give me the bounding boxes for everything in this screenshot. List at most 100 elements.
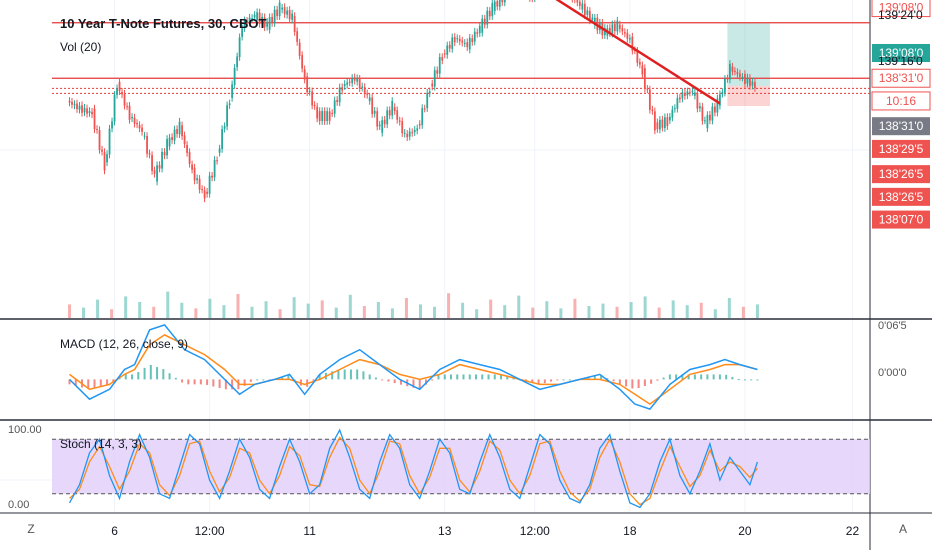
candle-body [613,23,616,32]
macd-histogram-bar [543,379,546,384]
candle-body [381,120,384,133]
candle-body [493,1,496,12]
price-label-box [871,91,931,111]
macd-histogram-bar [387,379,390,382]
candle-body [451,37,454,49]
macd-histogram-bar [99,379,102,387]
macd-histogram-bar [562,379,565,381]
chart-title: 10 Year T-Note Futures, 30, CBOT [60,16,266,31]
price-label-box [872,117,930,136]
candle-body [151,155,153,171]
candle-body [438,57,441,74]
price-label: 138'29'5 [879,142,924,156]
candle-body [426,92,429,109]
macd-histogram-bar [462,374,465,380]
candle-body [143,135,146,137]
macd-histogram-bar [224,379,227,390]
volume-bar [124,296,128,318]
candle-body [288,9,291,20]
candle-body [86,108,88,114]
macd-histogram-bar [156,367,159,380]
candle-body [258,12,261,24]
candle-body [739,73,741,77]
macd-histogram-bar [568,379,571,381]
candle-body [709,114,711,121]
candle-body [206,191,208,194]
macd-histogram-bar [650,379,653,384]
time-axis-label: 12:00 [195,524,225,538]
candle-body [693,92,696,96]
candle-body [423,108,426,110]
macd-histogram-bar [287,374,290,380]
candle-body [668,116,671,121]
candle-body [193,167,196,181]
macd-histogram-bar [612,379,615,382]
candle-body [628,38,631,40]
candle-body [436,70,439,74]
candle-body [341,87,344,91]
candle-body [266,21,269,27]
price-label-box [872,165,930,184]
price-label: 138'07'0 [879,213,924,227]
volume-bar [208,298,212,318]
candle-body [121,91,123,95]
price-tick-label: 139'16'0 [878,54,923,68]
candle-body [131,116,133,119]
candle-body [476,32,479,34]
volume-bar [727,298,731,318]
candle-body [356,78,359,82]
macd-histogram-bar [143,367,146,380]
candle-body [388,110,391,116]
candle-body [146,136,148,154]
macd-histogram-bar [124,374,127,380]
candle-body [706,115,709,129]
candle-body [183,135,186,145]
macd-histogram-bar [187,379,190,385]
macd-histogram-bar [725,374,728,380]
candle-body [731,66,734,72]
macd-histogram-bar [343,369,346,380]
candle-body [428,91,431,94]
candle-body [168,137,171,147]
candle-body [96,129,98,131]
candle-body [211,175,213,178]
candle-body [724,78,726,93]
volume-bar [334,307,338,318]
candle-body [376,111,379,127]
candle-body [316,106,319,119]
macd-histogram-bar [418,379,421,390]
candle-body [198,178,201,190]
volume-bar [180,302,184,318]
candle-body [336,99,339,102]
macd-histogram-bar [162,369,165,380]
volume-bar [685,305,689,318]
macd-histogram-bar [374,377,377,380]
macd-histogram-bar [449,374,452,380]
candle-body [681,92,684,99]
candle-body [746,77,749,84]
candle-body [246,20,249,24]
macd-histogram-bar [349,369,352,380]
candle-body [623,32,626,34]
trendline [555,0,721,105]
zoom-button[interactable]: Z [27,522,35,536]
macd-histogram-bar [68,379,71,385]
macd-histogram-bar [718,374,721,380]
candle-body [698,106,701,109]
volume-indicator-label: Vol (20) [60,40,101,54]
auto-scale-button[interactable]: A [898,522,907,536]
volume-bar [362,306,366,318]
candle-body [408,131,411,137]
candle-body [593,17,596,26]
macd-histogram-bar [606,378,609,380]
candle-body [696,92,699,109]
candle-body [703,120,706,122]
macd-histogram-bar [237,379,240,390]
price-tick-label: 139'24'0 [878,8,923,22]
candle-body [688,92,691,94]
macd-histogram-bar [687,374,690,380]
volume-bar [671,300,675,318]
candle-body [251,18,254,20]
candle-body [406,133,409,138]
